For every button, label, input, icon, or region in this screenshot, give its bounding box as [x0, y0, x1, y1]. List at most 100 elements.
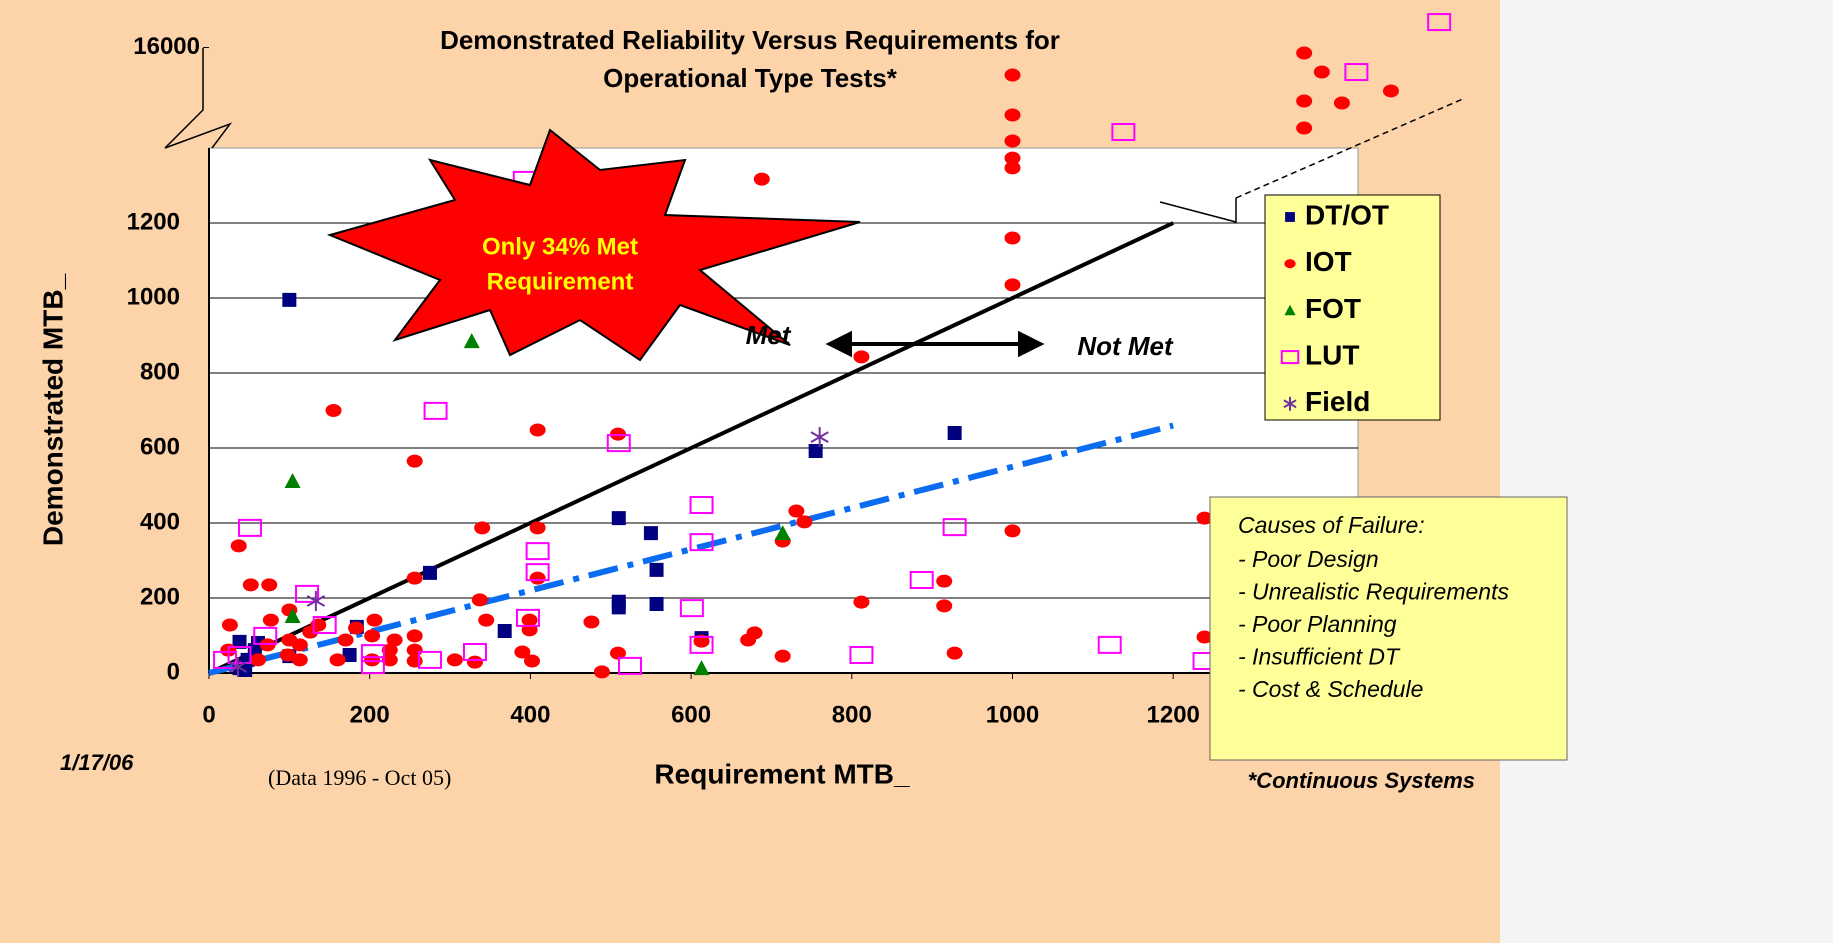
- marker-circle: [1334, 96, 1350, 109]
- cause-item: - Poor Design: [1238, 546, 1379, 572]
- marker-square: [1285, 212, 1295, 222]
- marker-circle: [788, 505, 804, 518]
- footnote: *Continuous Systems: [1248, 768, 1475, 793]
- marker-square: [612, 511, 626, 525]
- marker-circle: [1314, 66, 1330, 79]
- y-tick-label: 200: [140, 583, 180, 610]
- marker-square: [612, 600, 626, 614]
- y-tick-label: 400: [140, 508, 180, 535]
- starburst-text: Only 34% Met: [482, 233, 638, 260]
- marker-square: [498, 624, 512, 638]
- y-tick-label: 600: [140, 433, 180, 460]
- legend-label: IOT: [1305, 246, 1352, 277]
- marker-circle: [1004, 161, 1020, 174]
- x-axis-title: Requirement MTB_: [654, 758, 910, 789]
- marker-circle: [524, 655, 540, 668]
- not-met-label: Not Met: [1077, 331, 1174, 361]
- cause-item: - Unrealistic Requirements: [1238, 579, 1509, 605]
- cause-item: - Insufficient DT: [1238, 644, 1401, 670]
- marker-circle: [367, 614, 383, 627]
- chart-title: Demonstrated Reliability Versus Requirem…: [440, 25, 1060, 55]
- marker-circle: [407, 655, 423, 668]
- marker-circle: [936, 575, 952, 588]
- marker-circle: [1004, 232, 1020, 245]
- cause-item: - Cost & Schedule: [1238, 676, 1423, 702]
- marker-circle: [338, 634, 354, 647]
- legend-label: LUT: [1305, 339, 1359, 370]
- marker-circle: [447, 653, 463, 666]
- marker-circle: [583, 616, 599, 629]
- marker-circle: [263, 614, 279, 627]
- marker-circle: [740, 634, 756, 647]
- y-tick-label: 800: [140, 358, 180, 385]
- chart-title: Operational Type Tests*: [603, 63, 898, 93]
- marker-square: [948, 426, 962, 440]
- x-tick-label: 0: [202, 701, 215, 728]
- marker-circle: [364, 653, 380, 666]
- marker-circle: [1296, 122, 1312, 135]
- marker-circle: [326, 404, 342, 417]
- marker-circle: [280, 649, 296, 662]
- y-tick-label: 0: [167, 658, 180, 685]
- marker-circle: [364, 629, 380, 642]
- legend-label: DT/OT: [1305, 199, 1389, 230]
- marker-square: [282, 293, 296, 307]
- marker-circle: [407, 629, 423, 642]
- marker-circle: [261, 578, 277, 591]
- marker-circle: [1383, 84, 1399, 97]
- marker-circle: [594, 665, 610, 678]
- marker-circle: [1004, 134, 1020, 147]
- cause-item: - Poor Planning: [1238, 611, 1397, 637]
- marker-square: [650, 597, 664, 611]
- marker-circle: [530, 572, 546, 585]
- starburst-text: Requirement: [487, 268, 634, 295]
- marker-circle: [1004, 69, 1020, 82]
- marker-circle: [1004, 108, 1020, 121]
- x-tick-label: 600: [671, 701, 711, 728]
- x-tick-label: 400: [510, 701, 550, 728]
- marker-circle: [407, 572, 423, 585]
- marker-circle: [472, 593, 488, 606]
- marker-circle: [853, 596, 869, 609]
- legend-label: FOT: [1305, 293, 1361, 324]
- data-range: (Data 1996 - Oct 05): [268, 765, 451, 790]
- marker-circle: [222, 619, 238, 632]
- marker-circle: [1284, 259, 1295, 268]
- page-body: {"chart_data": { "type": "scatter", "tit…: [0, 0, 1833, 943]
- y-tick-label: 16000: [133, 33, 200, 60]
- marker-circle: [936, 599, 952, 612]
- marker-circle: [243, 578, 259, 591]
- x-tick-label: 1000: [986, 701, 1039, 728]
- marker-circle: [407, 455, 423, 468]
- x-tick-label: 200: [350, 701, 390, 728]
- marker-circle: [947, 647, 963, 660]
- marker-circle: [330, 653, 346, 666]
- y-tick-label: 1000: [127, 283, 180, 310]
- marker-circle: [250, 653, 266, 666]
- marker-square: [650, 563, 664, 577]
- marker-circle: [754, 173, 770, 186]
- marker-circle: [1004, 278, 1020, 291]
- marker-circle: [474, 521, 490, 534]
- marker-circle: [1296, 47, 1312, 60]
- marker-circle: [467, 656, 483, 669]
- legend-label: Field: [1305, 386, 1370, 417]
- marker-circle: [853, 350, 869, 363]
- marker-circle: [348, 622, 364, 635]
- marker-circle: [775, 650, 791, 663]
- x-tick-label: 1200: [1147, 701, 1200, 728]
- marker-circle: [530, 424, 546, 437]
- marker-circle: [231, 539, 247, 552]
- date: 1/17/06: [60, 750, 134, 775]
- marker-circle: [281, 634, 297, 647]
- marker-square: [644, 526, 658, 540]
- marker-square: [423, 566, 437, 580]
- y-axis-title: Demonstrated MTB_: [37, 273, 68, 546]
- page: body { margin: 0; width: 1833px; height:…: [0, 0, 1833, 943]
- causes-title: Causes of Failure:: [1238, 512, 1425, 538]
- y-tick-label: 1200: [127, 208, 180, 235]
- marker-circle: [1004, 524, 1020, 537]
- legend: DT/OT IOT FOT LUT Field: [1265, 195, 1440, 420]
- marker-circle: [1296, 94, 1312, 107]
- marker-circle: [478, 614, 494, 627]
